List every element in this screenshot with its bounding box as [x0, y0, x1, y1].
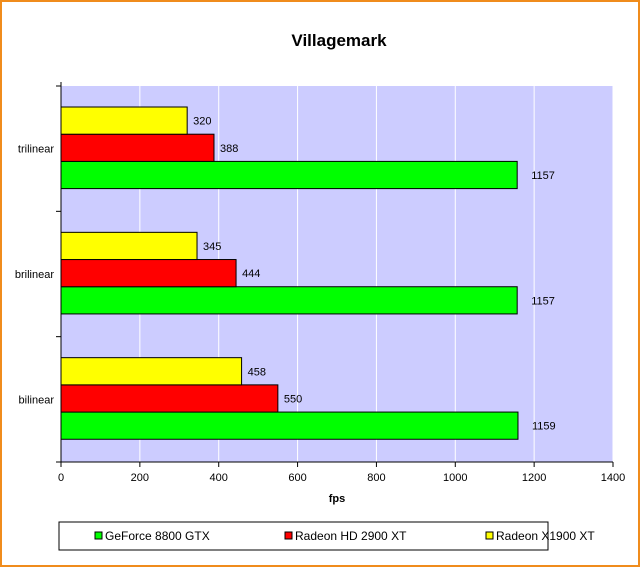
legend-label: Radeon HD 2900 XT	[295, 529, 407, 543]
x-tick-label: 600	[288, 472, 306, 484]
x-tick-label: 1000	[443, 472, 467, 484]
y-tick-label: brilinear	[15, 269, 54, 281]
x-tick-label: 1200	[522, 472, 546, 484]
data-label: 345	[203, 241, 221, 253]
bar	[60, 357, 243, 386]
data-label: 1157	[531, 295, 555, 307]
x-tick-label: 400	[210, 472, 228, 484]
x-tick-label: 800	[367, 472, 385, 484]
bar	[60, 106, 188, 135]
chart-title: Villagemark	[291, 31, 387, 50]
x-tick-label: 1400	[601, 472, 625, 484]
data-label: 444	[242, 268, 260, 280]
data-label: 550	[284, 393, 302, 405]
legend-label: GeForce 8800 GTX	[105, 529, 210, 543]
data-label: 388	[220, 143, 238, 155]
data-label: 1157	[531, 170, 555, 182]
legend-swatch	[284, 531, 293, 540]
x-tick-label: 200	[131, 472, 149, 484]
legend	[58, 521, 549, 551]
data-label: 458	[248, 366, 266, 378]
y-tick-label: bilinear	[19, 394, 55, 406]
y-tick-label: trilinear	[18, 144, 54, 156]
bar	[60, 411, 519, 440]
bar	[60, 259, 237, 288]
legend-swatch	[94, 531, 103, 540]
bar	[60, 133, 215, 162]
legend-label: Radeon X1900 XT	[496, 529, 595, 543]
bar	[60, 286, 518, 315]
data-label: 320	[193, 116, 211, 128]
data-label: 1159	[532, 421, 556, 433]
x-tick-label: 0	[58, 472, 64, 484]
bar	[60, 231, 198, 261]
bar	[60, 384, 279, 413]
x-axis-label: fps	[329, 493, 346, 505]
legend-swatch	[485, 531, 494, 540]
bar	[60, 160, 518, 190]
